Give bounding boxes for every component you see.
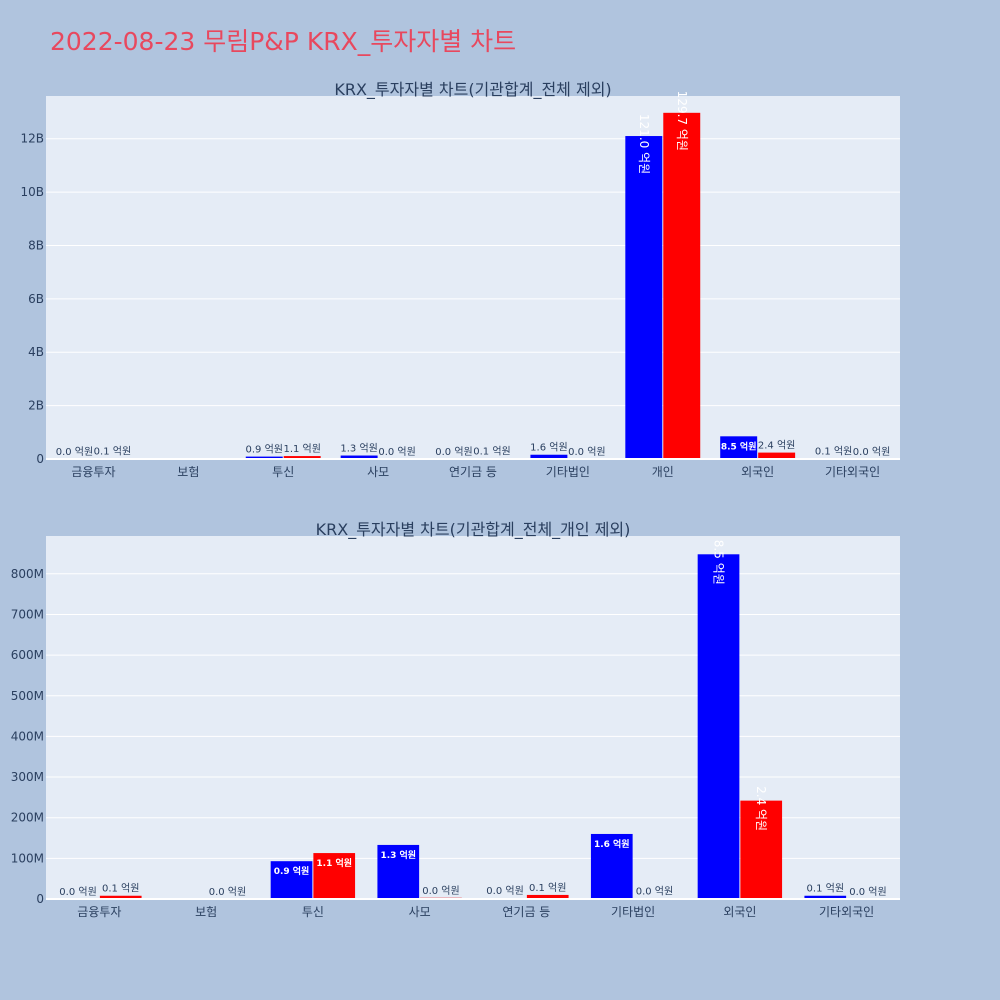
bar (720, 436, 758, 459)
bar (530, 454, 568, 459)
data-label: 1.6 억원 (530, 442, 567, 454)
bottom-bar-chart: KRX_투자자별 차트(기관합계_전체_개인 제외) 0 100M 200M 300M 4… (11, 520, 900, 919)
data-label: 0.0 억원 (378, 446, 415, 458)
y-tick-label: 500M (11, 689, 44, 703)
top-bar-chart: KRX_투자자별 차트(기관합계_전체 제외) 0 2B 4B 6B 8B 10B 12B 0.… (20, 80, 900, 479)
bar (245, 456, 283, 459)
data-label: 0.1 억원 (807, 883, 844, 895)
bar (625, 136, 663, 459)
x-tick-label: 투신 (272, 465, 294, 479)
y-tick-label: 8B (28, 238, 44, 252)
y-tick-label: 400M (11, 729, 44, 743)
data-label: 8.5 억원 (712, 540, 726, 585)
bar (758, 452, 796, 459)
data-label: 0.1 억원 (102, 883, 139, 895)
x-tick-label: 금융투자 (77, 905, 121, 919)
y-tick-label: 100M (11, 851, 44, 865)
data-label: 0.0 억원 (568, 446, 605, 458)
data-label: 0.0 억원 (636, 886, 673, 898)
data-label: 0.0 억원 (59, 886, 96, 898)
bar (283, 456, 321, 459)
data-label: 0.0 억원 (435, 446, 472, 458)
bar (590, 833, 633, 899)
bar (526, 894, 569, 899)
data-label: 1.3 억원 (380, 849, 416, 861)
bar (340, 455, 378, 459)
data-label: 0.1 억원 (815, 446, 852, 458)
chart-title: KRX_투자자별 차트(기관합계_전체_개인 제외) (316, 520, 631, 540)
data-label: 129.7 억원 (675, 91, 689, 151)
x-tick-label: 연기금 등 (502, 905, 550, 919)
x-tick-label: 기타외국인 (819, 905, 874, 919)
x-tick-label: 연기금 등 (449, 465, 497, 479)
data-label: 8.5 억원 (721, 440, 757, 452)
data-label: 0.0 억원 (853, 446, 890, 458)
data-label: 2.4 억원 (754, 786, 768, 831)
page-title: 2022-08-23 무림P&P KRX_투자자별 차트 (50, 27, 517, 56)
data-label: 0.9 억원 (246, 444, 283, 456)
bar (377, 844, 420, 899)
y-tick-label: 700M (11, 607, 44, 621)
data-label: 0.1 억원 (94, 446, 131, 458)
x-tick-label: 금융투자 (71, 465, 115, 479)
chart-title: KRX_투자자별 차트(기관합계_전체 제외) (334, 80, 611, 100)
data-label: 0.1 억원 (529, 882, 566, 894)
bar (804, 895, 847, 899)
x-tick-label: 기타법인 (546, 465, 590, 479)
x-tick-label: 보험 (195, 905, 217, 919)
x-tick-label: 외국인 (723, 905, 756, 919)
data-label: 1.1 억원 (316, 857, 352, 869)
data-label: 1.1 억원 (283, 443, 320, 455)
y-tick-label: 600M (11, 648, 44, 662)
y-tick-label: 0 (36, 452, 44, 466)
bar (99, 895, 142, 899)
y-tick-label: 800M (11, 567, 44, 581)
x-tick-label: 사모 (367, 465, 389, 479)
data-label: 0.0 억원 (486, 885, 523, 897)
data-label: 0.0 억원 (56, 446, 93, 458)
x-tick-label: 사모 (409, 905, 431, 919)
data-label: 0.0 억원 (422, 885, 459, 897)
x-tick-label: 외국인 (741, 465, 774, 479)
y-tick-label: 10B (20, 185, 44, 199)
data-label: 1.6 억원 (594, 838, 630, 850)
y-tick-label: 0 (36, 892, 44, 906)
bar (270, 861, 313, 899)
x-tick-label: 기타법인 (611, 905, 655, 919)
bar (663, 112, 701, 460)
y-tick-label: 4B (28, 345, 44, 359)
data-label: 2.4 억원 (758, 440, 795, 452)
bar (313, 853, 356, 899)
data-label: 0.9 억원 (274, 865, 310, 877)
bar (697, 554, 740, 899)
y-tick-label: 200M (11, 811, 44, 825)
data-label: 0.1 억원 (473, 446, 510, 458)
x-tick-label: 보험 (177, 465, 199, 479)
y-tick-label: 2B (28, 399, 44, 413)
data-label: 0.0 억원 (849, 886, 886, 898)
x-tick-label: 기타외국인 (825, 465, 880, 479)
y-tick-label: 12B (20, 132, 44, 146)
y-tick-label: 6B (28, 292, 44, 306)
y-tick-label: 300M (11, 770, 44, 784)
bar (740, 800, 783, 899)
data-label: 1.3 억원 (340, 443, 377, 455)
data-label: 121.0 억원 (637, 114, 651, 174)
x-tick-label: 개인 (652, 465, 674, 479)
x-tick-label: 투신 (302, 905, 324, 919)
plot-area (46, 96, 900, 460)
data-label: 0.0 억원 (209, 886, 246, 898)
